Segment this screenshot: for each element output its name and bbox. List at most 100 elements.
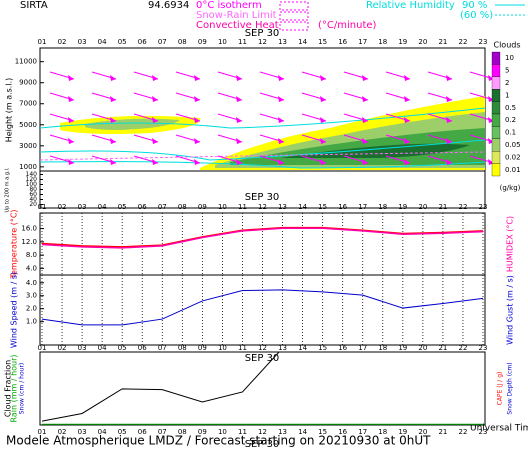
wind-arrow-head: [152, 96, 158, 102]
colorbar-label: 0.5: [505, 104, 516, 112]
low-tick-label: 140: [26, 171, 38, 178]
colorbar-band: [491, 163, 501, 177]
hour-label: 18: [378, 203, 387, 211]
wind-arrow-head: [152, 75, 158, 81]
precip-panel: [39, 351, 486, 426]
hour-label: 02: [58, 428, 67, 436]
wind-arrow-head: [404, 75, 410, 81]
snow-rain-legend: Snow-Rain Limit: [196, 10, 277, 21]
hour-label: 06: [138, 203, 147, 211]
rh-contour: [40, 139, 485, 161]
hour-label: 07: [158, 428, 167, 436]
colorbar-label: 5: [505, 67, 509, 75]
low-tick-label: 40: [29, 196, 37, 203]
hour-label: 23: [479, 344, 488, 352]
cloud-area: [230, 128, 485, 165]
wind-arrow-head: [446, 159, 452, 165]
wind-arrow-head: [68, 159, 74, 165]
hour-label: 06: [138, 428, 147, 436]
wind-arrow-head: [278, 75, 284, 81]
hour-label: 22: [458, 344, 467, 352]
wind-arrow-head: [362, 138, 368, 144]
hour-label: 19: [398, 203, 407, 211]
axis-label: Rain (mm / hour): [10, 354, 19, 422]
colorbar-label: 0.02: [505, 153, 521, 161]
hour-label: 20: [418, 203, 427, 211]
wind-arrow-head: [446, 117, 452, 123]
low-axis-title: Up to 200 m a.g.l.: [5, 167, 11, 212]
y-tick-label: 3000: [19, 142, 37, 150]
hour-label: 21: [438, 344, 447, 352]
hour-label: 01: [38, 428, 47, 436]
wind-arrow-head: [152, 159, 158, 165]
y-tick-label: 7000: [19, 100, 37, 108]
hour-label: 03: [78, 428, 87, 436]
hour-label: 08: [178, 38, 187, 46]
hour-label: 16: [338, 38, 347, 46]
date-label: SEP 30: [245, 28, 280, 39]
axis-label: Wind Speed (m / s): [10, 272, 19, 348]
low-tick-label: 60: [29, 191, 37, 198]
colorbar-label: 2: [505, 79, 509, 87]
colorbar-band: [491, 126, 501, 139]
colorbar-band: [491, 138, 501, 152]
hour-label: 18: [378, 38, 387, 46]
date-label: SEP 30: [245, 439, 280, 450]
legend-boxes: [279, 1, 309, 31]
hour-label: 17: [358, 38, 367, 46]
colorbar-band: [491, 76, 501, 90]
rh-low: (60 %): [460, 10, 493, 21]
hour-label: 08: [178, 203, 187, 211]
wind-arrow-head: [236, 117, 242, 123]
date-label: SEP 30: [245, 353, 280, 364]
wind-arrow-head: [194, 138, 200, 144]
wind-arrow-head: [68, 117, 74, 123]
hour-label: 19: [398, 344, 407, 352]
low-tick-label: 120: [26, 176, 38, 183]
hour-label: 15: [318, 38, 327, 46]
hour-label: 07: [158, 344, 167, 352]
rh-contour: [40, 161, 485, 169]
hour-label: 08: [178, 428, 187, 436]
wind-arrow-head: [68, 96, 74, 102]
hour-label: 05: [118, 344, 127, 352]
y-tick-label: 3.0: [26, 292, 37, 300]
wind-arrow-head: [320, 75, 326, 81]
wind-arrow-head: [320, 159, 326, 165]
hour-label: 03: [78, 344, 87, 352]
colorbar-band: [491, 101, 501, 115]
hour-label: 23: [479, 38, 488, 46]
convective-legend: Convective Heat: [196, 20, 279, 31]
hour-label: 07: [158, 203, 167, 211]
hour-label: 21: [438, 38, 447, 46]
hour-label: 04: [98, 428, 107, 436]
hour-label: 22: [458, 203, 467, 211]
hour-label: 13: [278, 203, 287, 211]
hour-label: 16: [338, 344, 347, 352]
series-line: [41, 289, 484, 326]
axis-label: CAPE (J / g): [497, 372, 504, 406]
colorbar-unit: (g/kg): [500, 184, 521, 192]
hour-label: 12: [258, 38, 267, 46]
colorbar-band: [491, 113, 501, 127]
wind-arrow-head: [152, 117, 158, 123]
snow-rain-line: [40, 151, 485, 161]
hour-label: 11: [238, 38, 247, 46]
wind-arrow-head: [68, 138, 74, 144]
wind-arrow-head: [194, 117, 200, 123]
hour-label: 12: [258, 203, 267, 211]
series-group: [41, 289, 484, 326]
axis-label: Snow Depth (cm): [507, 362, 514, 414]
wind-arrow-head: [68, 75, 74, 81]
colorbar-band: [491, 51, 501, 65]
y-tick-label: 11000: [15, 58, 37, 66]
cloud-field: [40, 96, 485, 170]
hour-label: 22: [458, 428, 467, 436]
hour-label: 19: [398, 428, 407, 436]
hour-label: 11: [238, 203, 247, 211]
hour-label: 02: [58, 203, 67, 211]
wind-arrow-head: [404, 159, 410, 165]
hour-label: 11: [238, 344, 247, 352]
y-tick-label: 9000: [19, 79, 37, 87]
date-label: SEP 30: [245, 192, 280, 203]
